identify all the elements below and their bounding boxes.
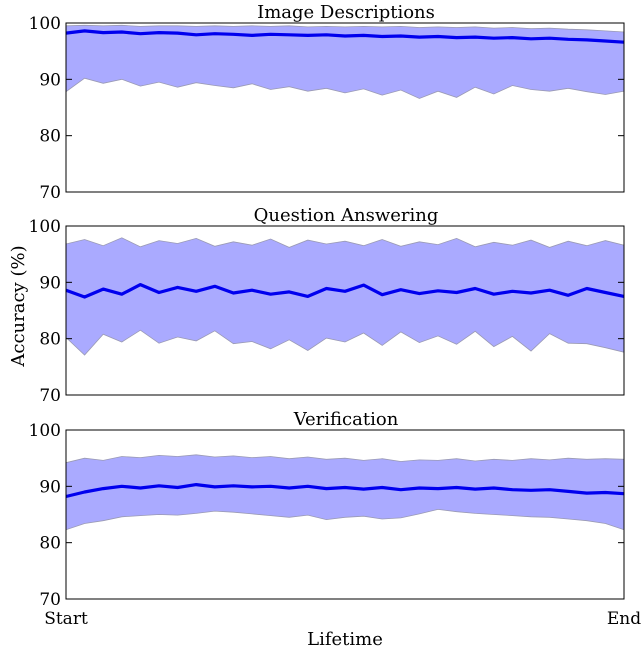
y-tick-label: 90 [39,70,61,90]
panel-verification: 70 80 90 100 Verification [29,409,625,610]
y-tick-label: 70 [39,590,61,610]
y-tick-label: 90 [39,477,61,497]
panel-title: Verification [293,409,399,430]
panel-question-answering: 70 80 90 100 Question Answering [29,205,625,406]
y-tick-label: 70 [39,183,61,203]
plot-frame [65,225,625,396]
y-tick-label: 80 [39,534,61,554]
confidence-band [65,237,625,356]
panel-title: Question Answering [254,205,439,226]
mean-accuracy-line [65,483,625,499]
y-tick-label: 100 [29,14,61,34]
x-tick-label-start: Start [44,609,88,629]
y-tick-label: 100 [29,217,61,237]
plot-frame [65,429,625,600]
panel-image-descriptions: 70 80 90 100 Image Descriptions [29,2,625,203]
y-tick-label: 90 [39,273,61,293]
confidence-band [65,454,625,531]
x-axis-label: Lifetime [307,629,383,650]
plot-frame [65,22,625,193]
panel-title: Image Descriptions [257,2,435,23]
mean-accuracy-line [65,29,625,44]
y-axis-label: Accuracy (%) [8,245,29,367]
y-tick-label: 80 [39,127,61,147]
mean-accuracy-line [65,283,625,299]
y-tick-label: 70 [39,386,61,406]
y-tick-label: 80 [39,330,61,350]
x-tick-label-end: End [607,609,641,629]
y-tick-label: 100 [29,421,61,441]
